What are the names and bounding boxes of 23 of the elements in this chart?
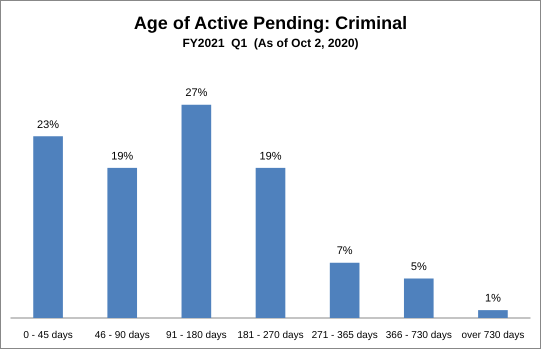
bar bbox=[182, 104, 212, 318]
data-label: 1% bbox=[484, 292, 502, 305]
x-tick-label: over 730 days bbox=[462, 330, 524, 341]
data-label: 19% bbox=[259, 150, 282, 162]
bar bbox=[256, 168, 286, 318]
bar bbox=[478, 310, 508, 318]
data-label: 23% bbox=[37, 118, 60, 131]
data-label: 19% bbox=[111, 150, 134, 162]
data-label: 27% bbox=[185, 87, 208, 100]
x-tick-label: 46 - 90 days bbox=[94, 330, 150, 341]
bar bbox=[330, 262, 360, 318]
chart-subtitle: FY2021 Q1 (As of Oct 2, 2020) bbox=[182, 36, 359, 50]
bar bbox=[33, 136, 63, 318]
x-tick-label: 271 - 365 days bbox=[312, 330, 378, 341]
x-tick-label: 91 - 180 days bbox=[166, 330, 227, 341]
x-tick-label: 366 - 730 days bbox=[386, 330, 452, 341]
data-label: 5% bbox=[410, 261, 427, 274]
data-label: 7% bbox=[336, 245, 353, 258]
bar bbox=[107, 168, 138, 318]
chart-title: Age of Active Pending: Criminal bbox=[134, 12, 408, 33]
x-tick-label: 181 - 270 days bbox=[237, 330, 304, 341]
x-tick-label: 0 - 45 days bbox=[23, 330, 73, 341]
bar bbox=[404, 278, 434, 318]
